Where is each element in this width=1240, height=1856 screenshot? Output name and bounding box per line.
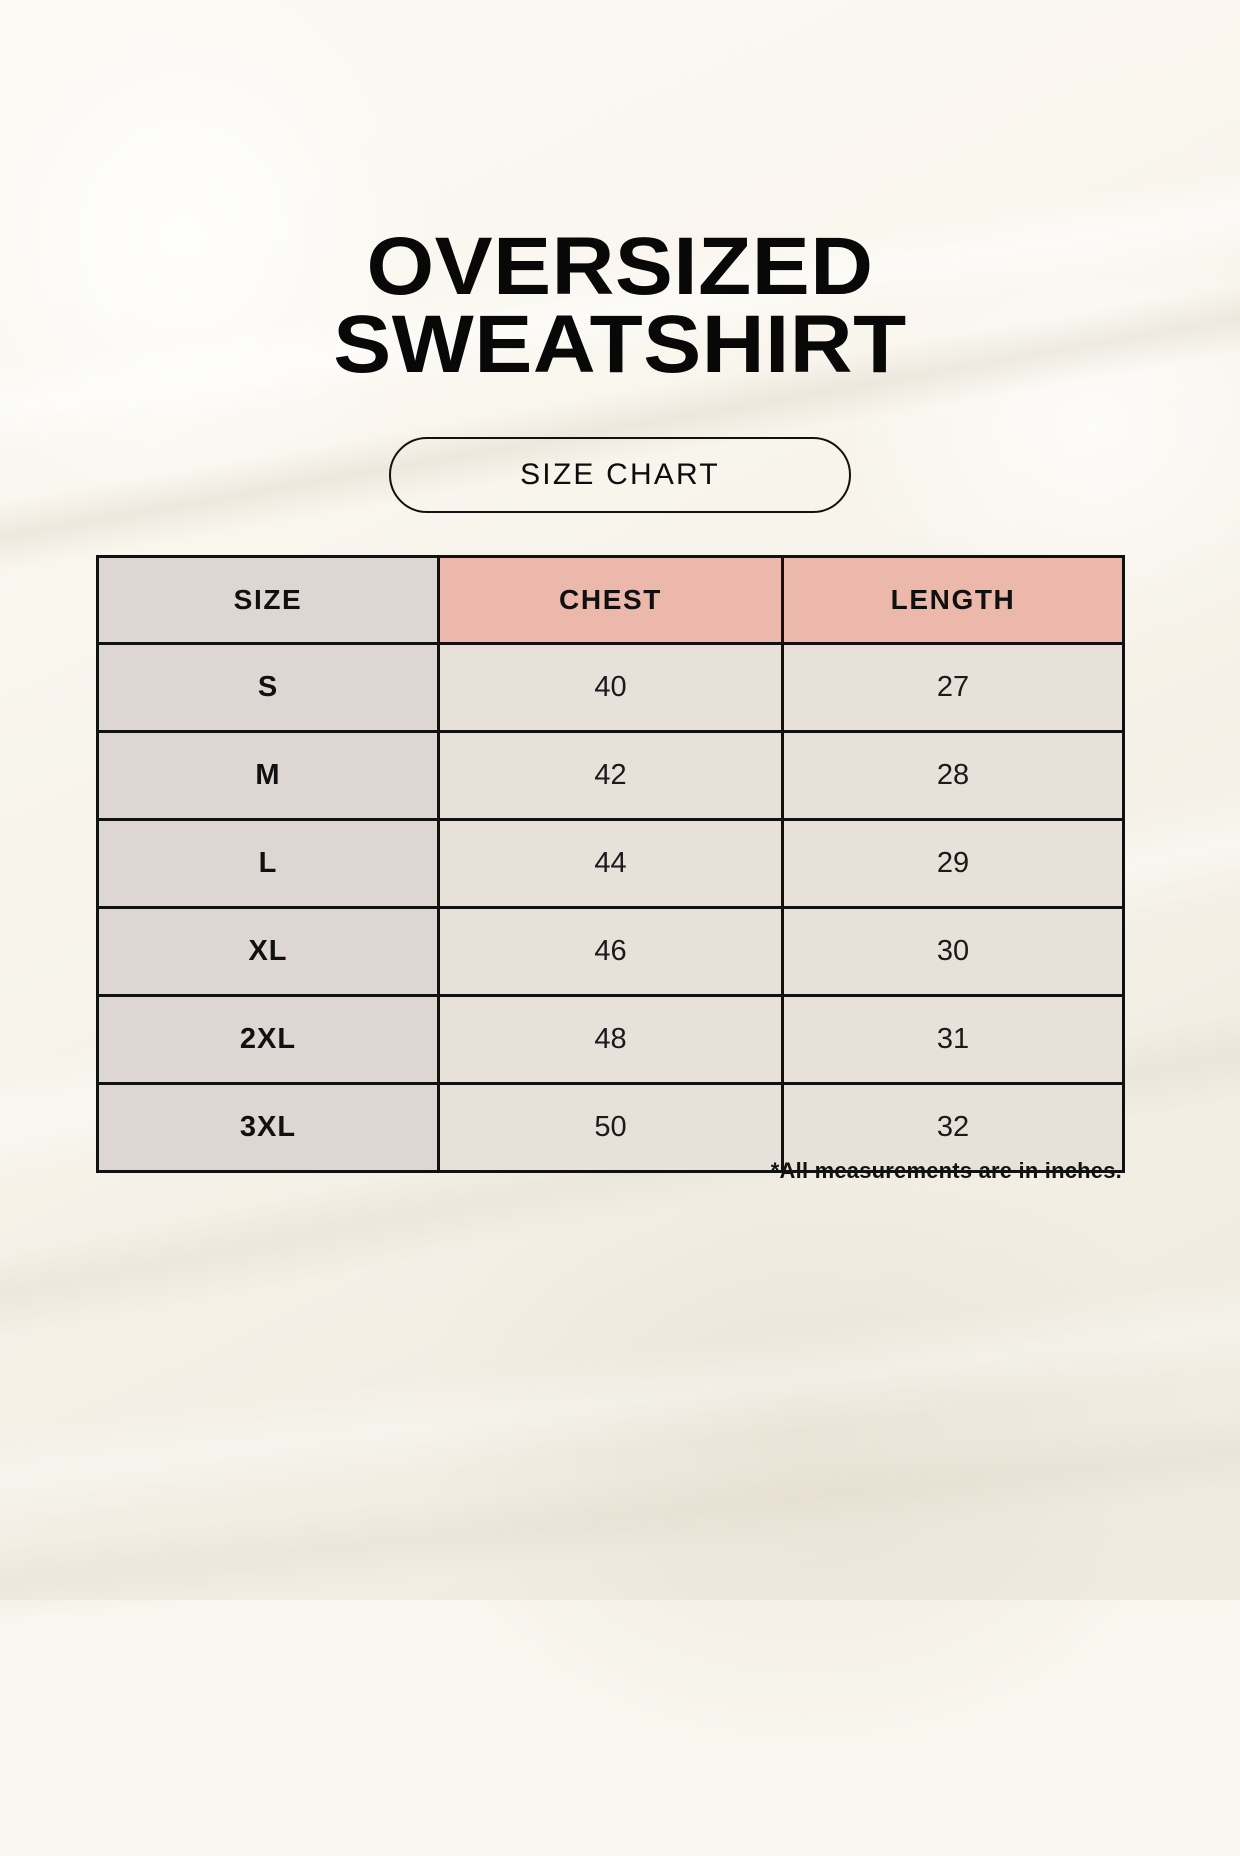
- cell-length: 27: [781, 642, 1125, 733]
- page-title-line-2: SWEATSHIRT: [333, 298, 907, 390]
- size-table-container: SIZE CHEST LENGTH S 40 27 M 42 28 L: [96, 555, 1125, 1173]
- table-row: XL 46 30: [96, 906, 1125, 997]
- size-table-body: S 40 27 M 42 28 L 44 29 XL 46 30: [96, 642, 1125, 1173]
- cell-length: 30: [781, 906, 1125, 997]
- column-header-length: LENGTH: [781, 555, 1125, 645]
- size-chart-page: OVERSIZED SWEATSHIRT SIZE CHART SIZE CHE…: [0, 221, 1240, 1183]
- cell-length: 29: [781, 818, 1125, 909]
- cell-size: S: [96, 642, 440, 733]
- cell-chest: 40: [437, 642, 784, 733]
- cell-chest: 48: [437, 994, 784, 1085]
- column-header-size: SIZE: [96, 555, 440, 645]
- size-table-header: SIZE CHEST LENGTH: [96, 555, 1125, 645]
- table-row: M 42 28: [96, 730, 1125, 821]
- cell-chest: 44: [437, 818, 784, 909]
- table-row: S 40 27: [96, 642, 1125, 733]
- cell-chest: 46: [437, 906, 784, 997]
- size-chart-badge: SIZE CHART: [389, 437, 851, 513]
- cell-size: L: [96, 818, 440, 909]
- cell-size: M: [96, 730, 440, 821]
- column-header-chest: CHEST: [437, 555, 784, 645]
- size-chart-badge-container: SIZE CHART: [0, 437, 1240, 513]
- page-title-line-1: OVERSIZED: [366, 221, 874, 312]
- page-title: OVERSIZED SWEATSHIRT: [0, 221, 1240, 390]
- table-header-row: SIZE CHEST LENGTH: [96, 555, 1125, 645]
- measurement-units-note: *All measurements are in inches.: [770, 1158, 1122, 1183]
- cell-size: 2XL: [96, 994, 440, 1085]
- table-row: 2XL 48 31: [96, 994, 1125, 1085]
- cell-length: 31: [781, 994, 1125, 1085]
- cell-size: XL: [96, 906, 440, 997]
- cell-length: 28: [781, 730, 1125, 821]
- cell-chest: 42: [437, 730, 784, 821]
- size-table: SIZE CHEST LENGTH S 40 27 M 42 28 L: [96, 555, 1125, 1173]
- table-row: L 44 29: [96, 818, 1125, 909]
